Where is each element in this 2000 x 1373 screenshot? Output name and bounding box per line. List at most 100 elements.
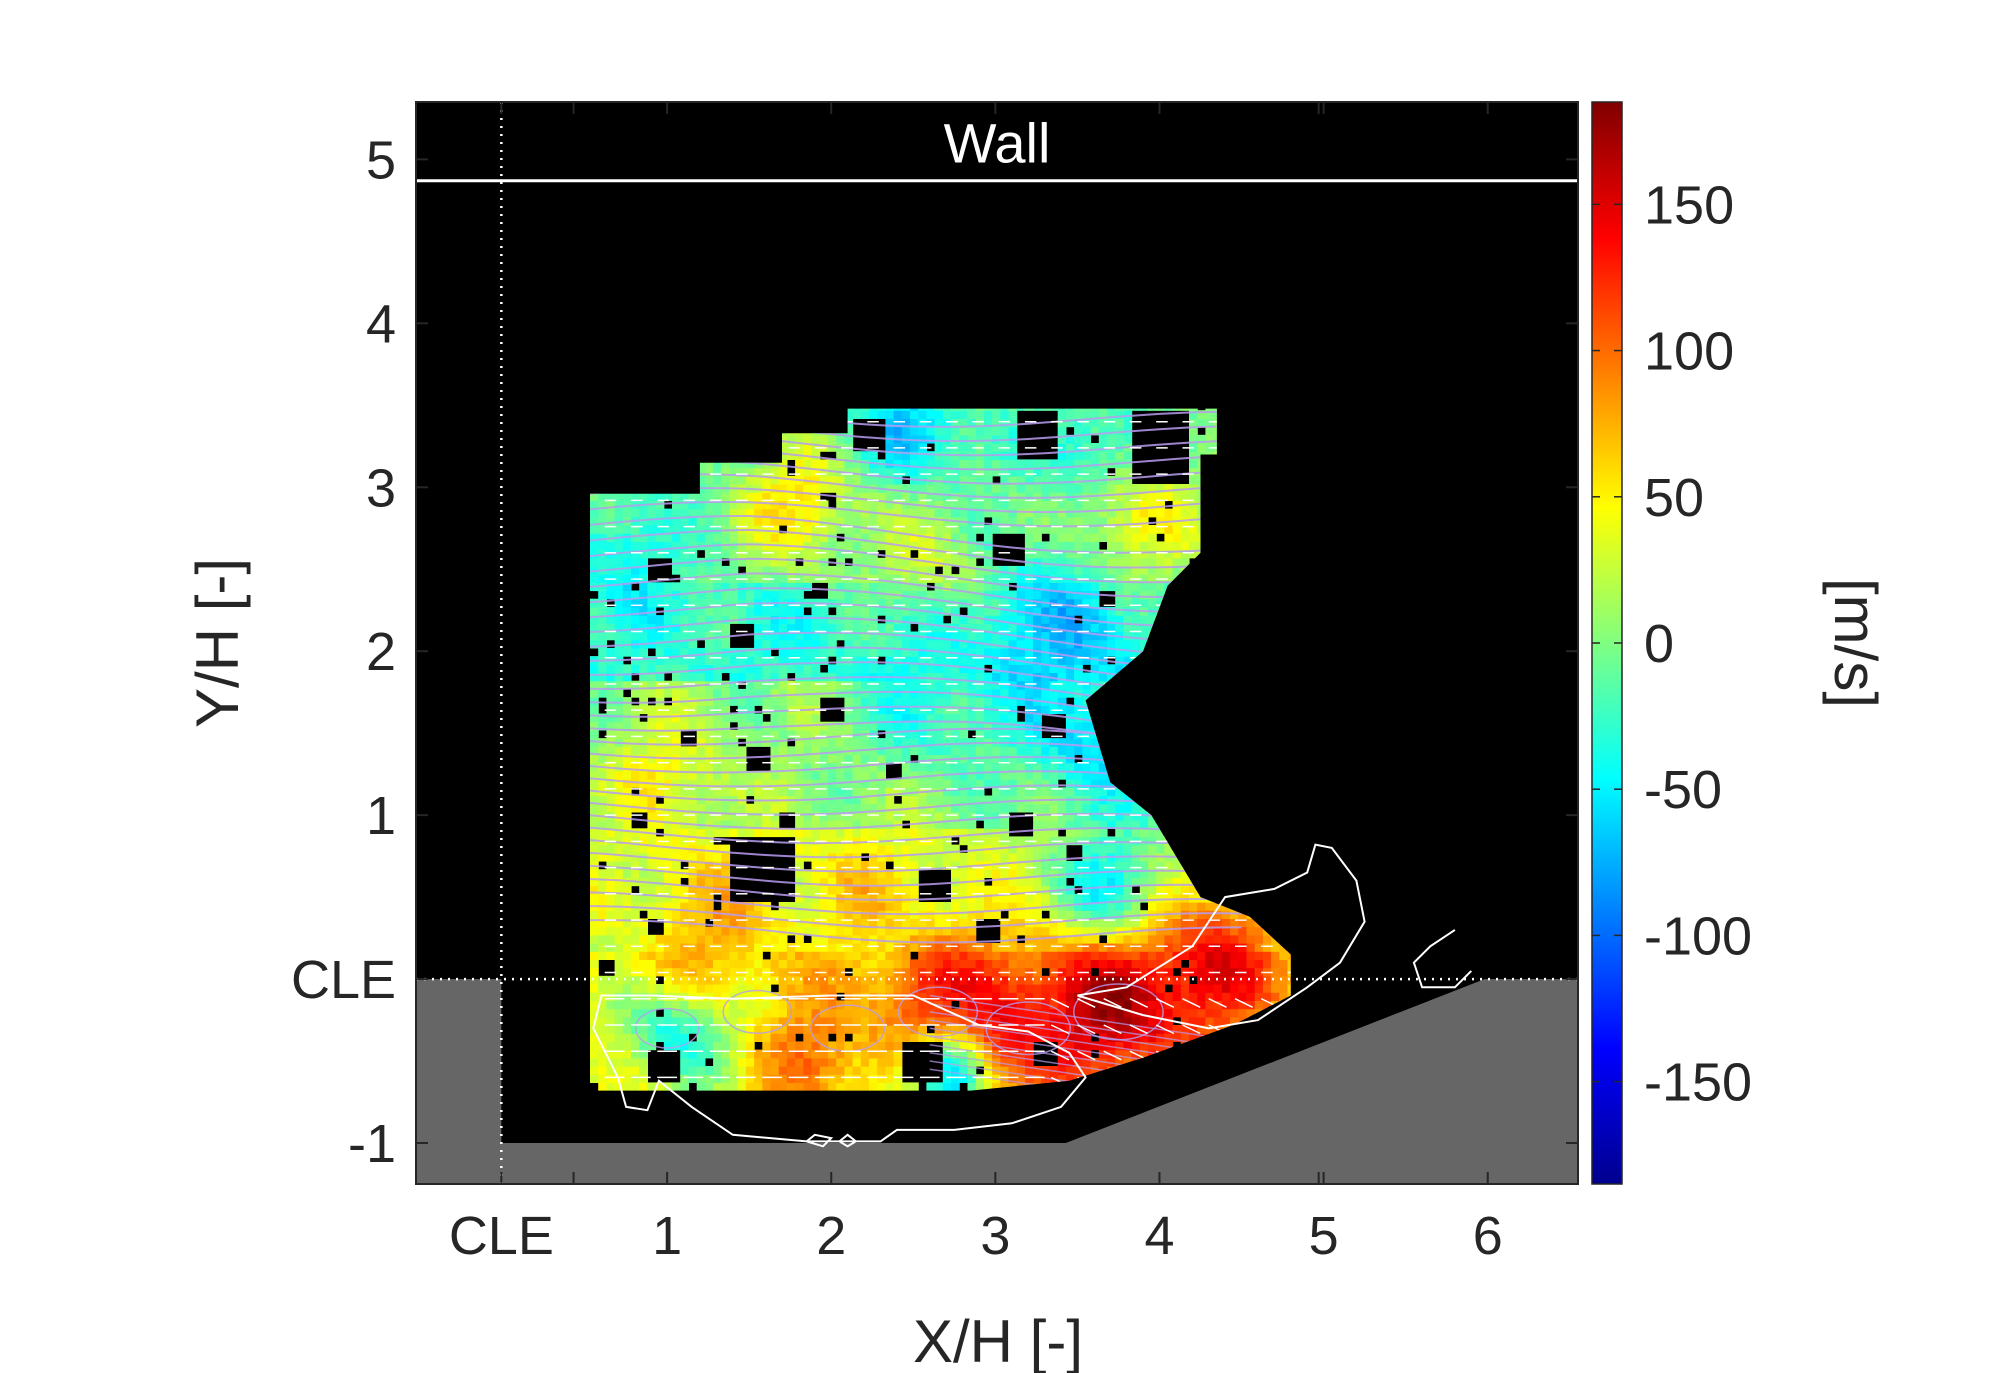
heatmap-cell xyxy=(1049,525,1059,534)
heatmap-cell xyxy=(877,967,886,977)
heatmap-cell xyxy=(942,959,952,969)
heatmap-cell xyxy=(975,426,985,436)
heatmap-cell xyxy=(885,811,895,821)
heatmap-cell xyxy=(762,492,772,501)
heatmap-cell xyxy=(590,852,599,862)
heatmap-cell xyxy=(590,1049,599,1059)
heatmap-cell xyxy=(614,1082,624,1091)
heatmap-cell xyxy=(959,762,969,772)
heatmap-cell xyxy=(1082,861,1092,870)
heatmap-cell xyxy=(926,803,936,813)
heatmap-cell xyxy=(885,565,895,575)
heatmap-cell xyxy=(910,943,919,952)
heatmap-cell xyxy=(614,508,624,518)
heatmap-cell xyxy=(885,582,895,592)
heatmap-cell xyxy=(778,582,788,592)
heatmap-cell xyxy=(1000,1041,1010,1051)
heatmap-cell xyxy=(967,1025,977,1034)
heatmap-cell xyxy=(934,795,944,805)
heatmap-cell xyxy=(770,475,780,485)
heatmap-cell xyxy=(893,926,903,936)
heatmap-cell xyxy=(992,410,1001,419)
heatmap-cell xyxy=(983,836,993,846)
heatmap-cell xyxy=(885,787,895,797)
heatmap-cell xyxy=(1016,852,1026,862)
heatmap-cell xyxy=(647,516,657,526)
heatmap-cell xyxy=(803,951,813,960)
heatmap-cell xyxy=(1033,844,1042,854)
heatmap-cell xyxy=(713,984,722,993)
heatmap-cell xyxy=(1016,795,1026,805)
heatmap-cell xyxy=(983,1057,993,1067)
heatmap-cell xyxy=(803,623,813,633)
heatmap-cell xyxy=(647,951,657,960)
heatmap-cell xyxy=(655,787,665,797)
heatmap-cell xyxy=(860,861,870,870)
heatmap-cell xyxy=(696,836,706,846)
heatmap-cell xyxy=(942,467,952,477)
heatmap-cell xyxy=(967,484,977,493)
heatmap-cell xyxy=(992,606,1001,616)
heatmap-cell xyxy=(860,639,870,649)
heatmap-cell xyxy=(1041,746,1051,756)
heatmap-cell xyxy=(1090,672,1100,682)
heatmap-cell xyxy=(606,861,616,870)
heatmap-cell xyxy=(959,582,969,592)
heatmap-cell xyxy=(786,639,796,649)
heatmap-cell xyxy=(622,672,632,682)
heatmap-cell xyxy=(803,492,813,501)
heatmap-cell xyxy=(663,623,673,633)
heatmap-cell xyxy=(1000,877,1010,887)
heatmap-cell xyxy=(819,926,829,936)
heatmap-cell xyxy=(811,828,821,838)
heatmap-cell xyxy=(934,408,944,411)
heatmap-cell xyxy=(745,992,755,1001)
heatmap-cell xyxy=(819,787,829,797)
heatmap-cell xyxy=(901,623,911,633)
heatmap-cell xyxy=(934,746,944,756)
heatmap-cell xyxy=(639,533,648,542)
heatmap-cell xyxy=(721,1082,731,1091)
heatmap-cell xyxy=(1074,647,1083,657)
heatmap-cell xyxy=(828,984,837,993)
heatmap-cell xyxy=(828,533,837,542)
heatmap-cell xyxy=(688,549,698,559)
heatmap-cell xyxy=(680,508,689,518)
heatmap-cell xyxy=(590,926,599,936)
heatmap-cell xyxy=(942,606,952,616)
heatmap-cell xyxy=(877,467,886,477)
heatmap-cell xyxy=(1082,508,1092,518)
heatmap-cell xyxy=(1090,820,1100,829)
heatmap-cell xyxy=(622,541,632,551)
heatmap-cell xyxy=(1057,541,1067,551)
heatmap-cell xyxy=(704,934,714,944)
heatmap-cell xyxy=(942,1057,952,1067)
heatmap-cell xyxy=(754,484,763,493)
heatmap-cell xyxy=(860,697,870,706)
heatmap-cell xyxy=(745,918,755,928)
heatmap-cell xyxy=(737,779,747,788)
heatmap-cell xyxy=(704,820,714,829)
heatmap-cell xyxy=(811,434,821,444)
heatmap-cell xyxy=(1090,410,1100,419)
heatmap-cell xyxy=(590,910,599,919)
heatmap-cell xyxy=(1016,1066,1026,1075)
heatmap-cell xyxy=(1049,992,1059,1001)
heatmap-cell xyxy=(1082,1041,1092,1051)
heatmap-cell xyxy=(1082,762,1092,772)
heatmap-cell xyxy=(811,984,821,993)
heatmap-cell xyxy=(1016,902,1026,911)
heatmap-cell xyxy=(713,525,722,534)
heatmap-cell xyxy=(1033,779,1042,788)
heatmap-cell xyxy=(795,434,804,444)
heatmap-cell xyxy=(959,934,969,944)
heatmap-cell xyxy=(811,820,821,829)
heatmap-cell xyxy=(869,598,878,608)
heatmap-cell xyxy=(860,598,870,608)
heatmap-cell xyxy=(1024,598,1034,608)
heatmap-cell xyxy=(1016,1025,1026,1034)
heatmap-cell xyxy=(729,533,739,542)
heatmap-cell xyxy=(590,623,599,633)
heatmap-cell xyxy=(1098,811,1108,821)
heatmap-cell xyxy=(926,844,936,854)
